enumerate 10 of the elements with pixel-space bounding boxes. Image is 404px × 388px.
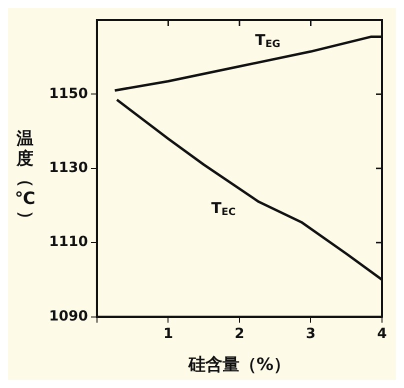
x-tick-label: 3 [306,326,316,342]
x-tick-label: 2 [234,326,244,342]
y-tick-label: 1130 [48,160,88,176]
y-axis-title: 温度（℃） [14,129,36,228]
x-tick-label: 1 [163,326,174,342]
y-tick-label: 1110 [48,234,88,250]
x-tick-label: 4 [377,326,388,342]
y-tick-label: 1090 [48,308,88,324]
y-tick-label: 1150 [48,86,88,102]
x-axis-title: 硅含量（%） [187,355,291,376]
